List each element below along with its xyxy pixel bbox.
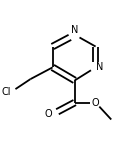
Text: O: O [92, 98, 99, 108]
Text: N: N [71, 25, 78, 35]
Text: N: N [96, 62, 103, 72]
Text: O: O [45, 109, 53, 119]
Text: Cl: Cl [1, 87, 11, 97]
